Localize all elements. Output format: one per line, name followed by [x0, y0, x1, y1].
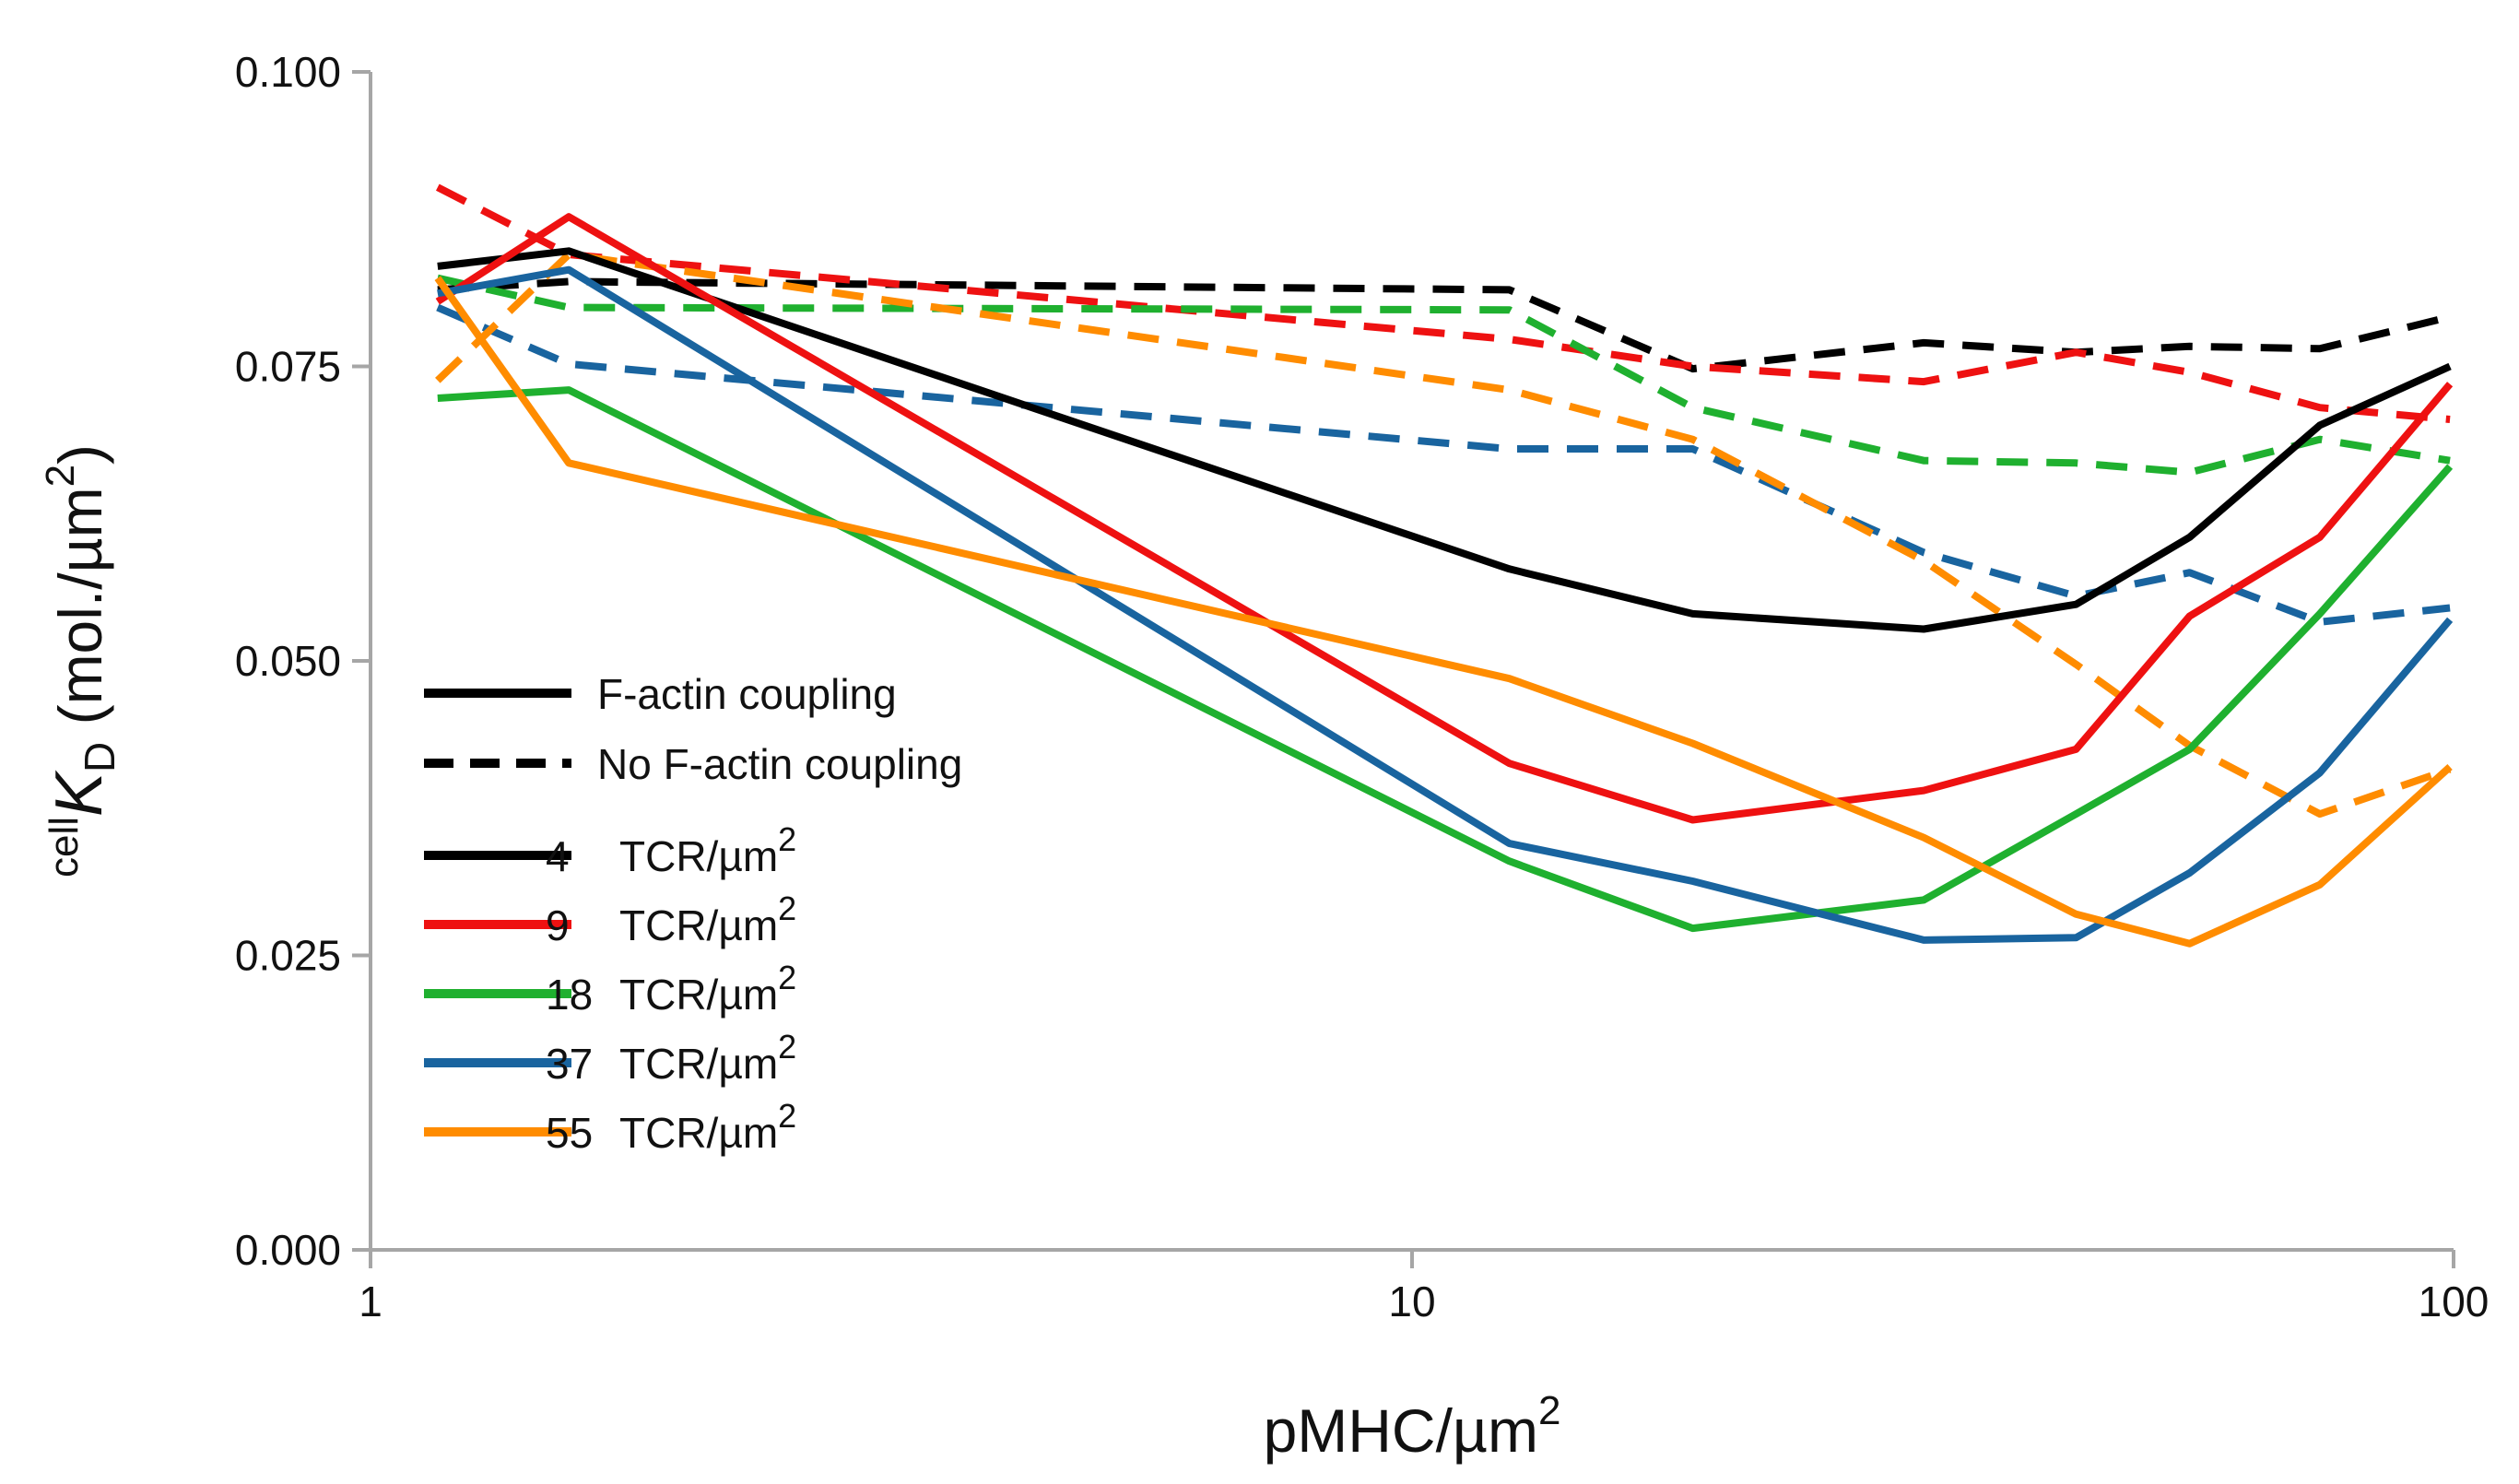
- legend-series-sup: 2: [778, 889, 796, 927]
- legend-style-label: F-actin coupling: [597, 670, 897, 718]
- series-line-18-no-factin: [436, 274, 2451, 477]
- legend-series-sup: 2: [778, 1097, 796, 1135]
- legend-series-number: 4: [546, 832, 570, 880]
- y-tick-label: 0.100: [235, 48, 341, 96]
- legend-series-label: TCR/µm2: [619, 1028, 796, 1088]
- y-axis-title-units: (mol./µm: [46, 487, 114, 741]
- y-axis-title-prefix: cell: [41, 817, 87, 877]
- series-line-4-factin: [437, 247, 2452, 633]
- y-axis-title-close: ): [46, 444, 114, 465]
- y-axis-title-sub: D: [76, 742, 124, 772]
- legend-series-unit: TCR/µm: [619, 901, 778, 949]
- legend-series-number: 18: [546, 971, 593, 1019]
- y-tick-label: 0.050: [235, 637, 341, 685]
- series-line-18-factin: [437, 386, 2454, 933]
- legend-series-label: TCR/µm2: [619, 820, 796, 880]
- legend-series-label: TCR/µm2: [619, 889, 796, 949]
- x-tick-label: 10: [1388, 1278, 1435, 1325]
- legend-series-unit: TCR/µm: [619, 1109, 778, 1157]
- x-tick-label: 100: [2419, 1278, 2490, 1325]
- legend-series-number: 55: [546, 1109, 593, 1157]
- series-line-37-factin: [437, 265, 2454, 944]
- legend-series-sup: 2: [778, 959, 796, 996]
- legend-series-unit: TCR/µm: [619, 1040, 778, 1088]
- series-layer: [434, 183, 2454, 948]
- x-ticks: 1 10 100: [359, 1250, 2489, 1325]
- series-line-37-no-factin: [436, 303, 2451, 626]
- legend-series-unit: TCR/µm: [619, 971, 778, 1019]
- y-tick-label: 0.025: [235, 932, 341, 980]
- legend-series-label: TCR/µm2: [619, 1097, 796, 1157]
- legend: F-actin coupling No F-actin coupling 4 TCR/…: [424, 670, 962, 1157]
- y-axis-title: cellKD (mol./µm2): [38, 444, 124, 877]
- series-line-9-no-factin: [435, 183, 2451, 423]
- series-line-55-factin: [434, 276, 2453, 948]
- legend-series-sup: 2: [778, 820, 796, 858]
- axes: 0.000 0.025 0.050 0.075 0.100 1 10 100: [235, 48, 2490, 1325]
- legend-style-label: No F-actin coupling: [597, 740, 962, 788]
- series-line-55-no-factin: [435, 251, 2452, 819]
- y-axis-title-units-sup: 2: [38, 465, 83, 487]
- legend-series-sup: 2: [778, 1028, 796, 1066]
- x-tick-label: 1: [359, 1278, 383, 1325]
- legend-series-label: TCR/µm2: [619, 959, 796, 1019]
- y-tick-label: 0.000: [235, 1226, 341, 1274]
- series-line-9-factin: [435, 213, 2454, 824]
- series-line-4-no-factin: [437, 277, 2452, 373]
- x-axis-title: pMHC/µm2: [1264, 1388, 1561, 1465]
- y-axis-title-main: K: [42, 770, 116, 817]
- legend-series-number: 9: [546, 901, 570, 949]
- legend-series-unit: TCR/µm: [619, 832, 778, 880]
- x-axis-title-sup: 2: [1538, 1388, 1560, 1433]
- x-axis-title-text: pMHC/µm: [1264, 1396, 1538, 1465]
- y-tick-label: 0.075: [235, 343, 341, 391]
- y-ticks: 0.000 0.025 0.050 0.075 0.100: [235, 48, 371, 1274]
- legend-series-number: 37: [546, 1040, 593, 1088]
